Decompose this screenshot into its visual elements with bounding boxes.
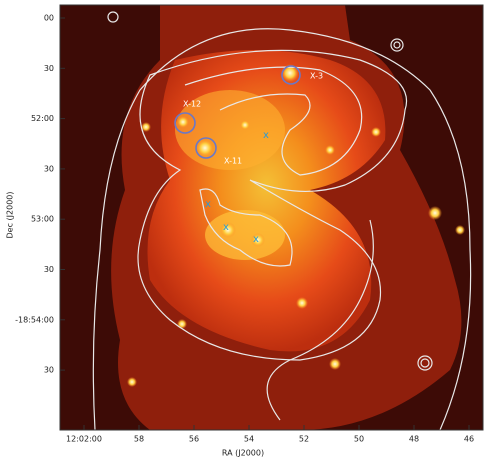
svg-text:x: x <box>253 234 259 245</box>
source-label: X-3 <box>310 72 323 81</box>
svg-text:x: x <box>223 222 229 233</box>
y-tick-label: 00 <box>44 14 54 23</box>
x-tick-label: 50 <box>354 435 364 444</box>
source-label: X-12 <box>183 100 201 109</box>
x-tick-label: 56 <box>189 435 199 444</box>
source-label: X-11 <box>224 157 242 166</box>
y-axis-label: Dec (J2000) <box>6 192 15 239</box>
x-tick-label: 46 <box>464 435 474 444</box>
x-tick-label: 52 <box>299 435 309 444</box>
image: x x x x X-3 X-12 X-11 <box>60 5 483 430</box>
y-tick-label: 53:00 <box>31 215 54 224</box>
svg-text:x: x <box>205 199 211 210</box>
y-tick-label: 30 <box>44 366 54 375</box>
y-tick-label: 52:00 <box>31 114 54 123</box>
y-tick-label: 30 <box>44 265 54 274</box>
svg-text:x: x <box>263 130 269 141</box>
x-tick-label: 12:02:00 <box>66 435 102 444</box>
x-axis-label: RA (J2000) <box>222 449 264 458</box>
frame <box>59 4 484 431</box>
x-tick-label: 58 <box>134 435 144 444</box>
x-tick-label: 54 <box>244 435 254 444</box>
y-tick-label: 30 <box>44 164 54 173</box>
x-tick-label: 48 <box>409 435 419 444</box>
y-tick-label: 30 <box>44 64 54 73</box>
y-tick-label: -18:54:00 <box>15 315 54 324</box>
